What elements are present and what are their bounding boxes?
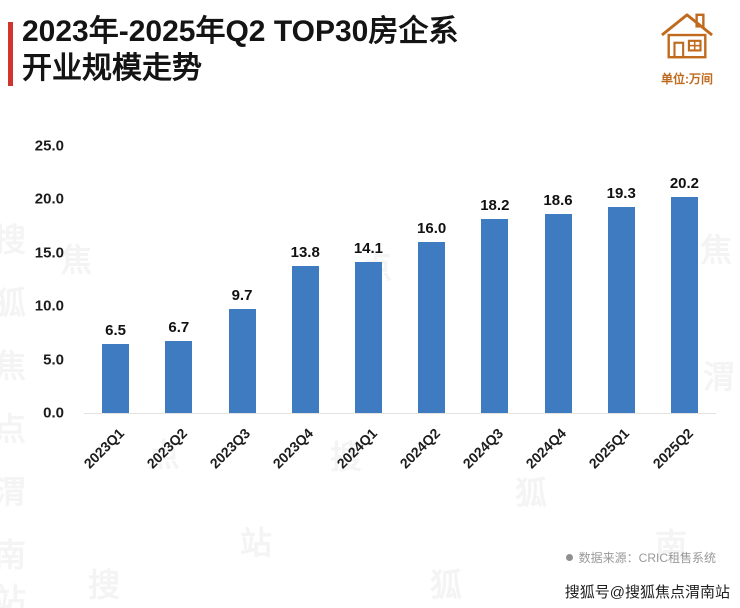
x-axis-label: 2024Q3 <box>459 425 507 472</box>
title-accent-bar <box>8 22 13 86</box>
bar-group: 16.0 2024Q2 <box>396 146 463 472</box>
bar-value-label: 18.2 <box>480 197 510 214</box>
bar-group: 14.1 2024Q1 <box>333 146 400 472</box>
x-axis-label: 2025Q2 <box>649 425 696 472</box>
x-axis-label: 2023Q2 <box>143 425 191 472</box>
watermark-char: 渭 <box>0 474 27 510</box>
watermark-char: 站 <box>0 582 27 608</box>
bar-value-label: 13.8 <box>290 244 320 261</box>
y-tick-label: 25.0 <box>34 137 64 155</box>
x-axis-label: 2023Q4 <box>269 425 317 472</box>
house-icon <box>661 13 713 59</box>
bar <box>228 309 256 413</box>
bar <box>544 214 572 413</box>
bar <box>418 242 446 413</box>
page-title: 2023年-2025年Q2 TOP30房企系 开业规模走势 <box>22 14 458 88</box>
x-axis-label: 2025Q1 <box>586 425 633 472</box>
watermark-char: 狐 <box>515 475 548 511</box>
y-tick-label: 15.0 <box>34 244 64 262</box>
bar <box>165 341 193 413</box>
data-source-note: 数据来源：CRIC租售系统 <box>565 549 716 566</box>
bar <box>481 219 509 413</box>
x-axis-label: 2024Q1 <box>333 425 380 472</box>
y-axis: 25.0 20.0 15.0 10.0 5.0 0.0 <box>0 138 72 422</box>
sohu-watermark-text: 搜狐号@搜狐焦点渭南站 <box>564 584 730 601</box>
bar-group: 6.7 2023Q2 <box>144 146 210 472</box>
x-axis-label: 2024Q2 <box>396 425 443 472</box>
bar-value-label: 6.7 <box>168 319 190 336</box>
bar-group: 6.5 2023Q1 <box>80 146 147 472</box>
unit-box: 单位:万间 <box>650 10 724 87</box>
x-axis-line <box>84 413 716 414</box>
y-tick-label: 20.0 <box>34 190 64 208</box>
bar-group: 9.7 2023Q3 <box>207 146 273 472</box>
bar-value-label: 14.1 <box>353 240 384 257</box>
title-line2: 开业规模走势 <box>22 51 202 85</box>
x-axis-label: 2024Q4 <box>522 425 570 472</box>
y-tick-label: 10.0 <box>34 297 64 315</box>
x-axis-label: 2023Q1 <box>80 425 127 472</box>
unit-label: 单位:万间 <box>661 72 713 86</box>
bar-group: 18.6 2024Q4 <box>523 146 589 472</box>
bar-value-label: 18.6 <box>543 192 573 209</box>
y-tick-label: 0.0 <box>43 404 64 422</box>
bar-value-label: 6.5 <box>105 322 127 339</box>
bar <box>291 266 319 413</box>
bar <box>354 262 382 413</box>
bar-value-label: 16.0 <box>417 220 447 237</box>
watermark-char: 南 <box>0 537 27 573</box>
data-source-text: 数据来源：CRIC租售系统 <box>578 551 716 565</box>
x-axis-label: 2023Q3 <box>206 425 254 472</box>
watermark-char: 搜 <box>88 567 121 603</box>
plot-area: 6.5 2023Q1 6.7 2023Q2 9.7 2023Q3 13.8 2023Q4 14.… <box>80 146 716 472</box>
title-line1: 2023年-2025年Q2 TOP30房企系 <box>22 15 459 48</box>
bar <box>670 197 698 413</box>
bar-value-label: 9.7 <box>231 287 253 304</box>
y-tick-label: 5.0 <box>43 351 64 369</box>
bar <box>102 344 130 413</box>
bar-value-label: 19.3 <box>606 185 636 202</box>
bar-group: 20.2 2025Q2 <box>649 146 716 472</box>
bar-group: 19.3 2025Q1 <box>586 146 653 472</box>
watermark-char: 狐 <box>430 567 463 603</box>
watermark-char: 站 <box>240 525 273 561</box>
bar-value-label: 20.2 <box>669 175 700 192</box>
bar-group: 13.8 2023Q4 <box>270 146 337 472</box>
bar-group: 18.2 2024Q3 <box>460 146 526 472</box>
bullet-dot-icon <box>565 554 573 561</box>
bar <box>607 207 635 413</box>
